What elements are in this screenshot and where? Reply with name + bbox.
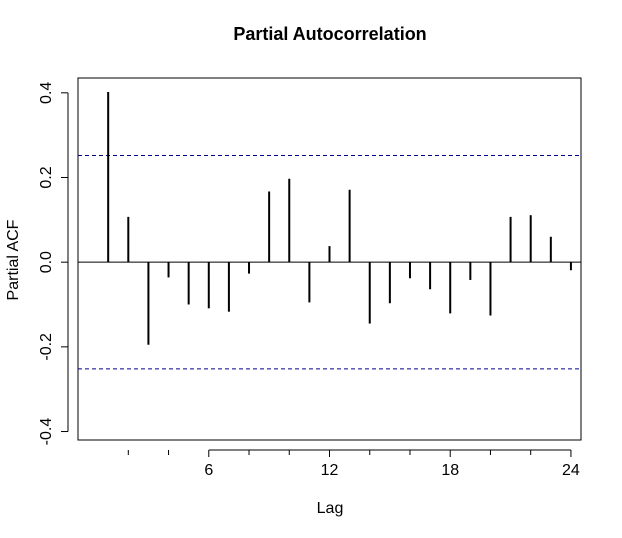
y-tick-label: 0.0 — [38, 251, 55, 273]
pacf-bars — [107, 91, 572, 345]
y-tick-label: -0.2 — [38, 333, 55, 361]
y-tick-label: 0.2 — [38, 166, 55, 188]
y-tick-label: 0.4 — [38, 82, 55, 104]
x-tick-label: 24 — [562, 462, 580, 479]
x-axis-label: Lag — [317, 500, 344, 517]
y-tick-label: -0.4 — [38, 418, 55, 446]
x-axis: 6 12 18 24 — [127, 449, 580, 479]
chart-title: Partial Autocorrelation — [233, 24, 426, 44]
plot-frame — [77, 77, 582, 441]
x-tick-label: 6 — [204, 462, 213, 479]
x-tick-label: 18 — [441, 462, 459, 479]
y-axis: -0.4 -0.2 0.0 0.2 0.4 — [38, 82, 69, 446]
y-axis-label: Partial ACF — [5, 219, 22, 300]
x-tick-label: 12 — [321, 462, 339, 479]
